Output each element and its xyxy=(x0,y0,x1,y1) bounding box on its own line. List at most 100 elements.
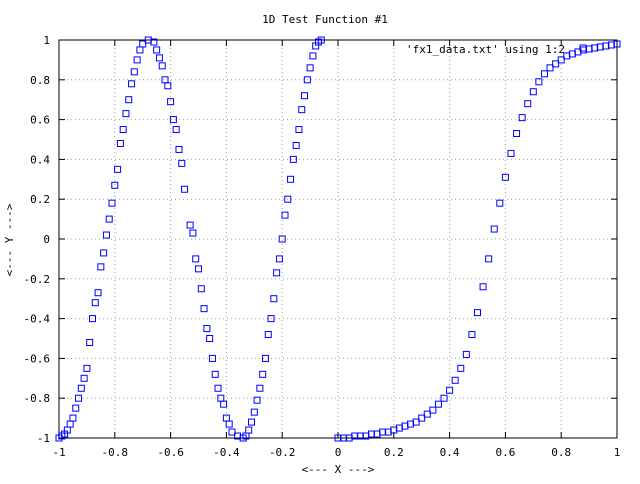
data-point xyxy=(270,295,278,303)
data-point xyxy=(203,325,211,333)
y-tick-label: 0.4 xyxy=(30,153,50,166)
data-point xyxy=(200,305,208,313)
data-point xyxy=(108,199,116,207)
data-point xyxy=(211,370,219,378)
gridlines xyxy=(59,40,617,438)
legend: 'fx1_data.txt' using 1:2 xyxy=(406,43,587,56)
data-point xyxy=(75,394,83,402)
x-tick-label: -0.2 xyxy=(269,446,296,459)
data-point xyxy=(278,235,286,243)
data-point xyxy=(446,386,454,394)
x-tick-label: -1 xyxy=(52,446,65,459)
y-tick-label: -0.2 xyxy=(24,273,51,286)
y-tick-label: -1 xyxy=(37,432,50,445)
data-point xyxy=(434,400,442,408)
data-point xyxy=(181,185,189,193)
data-point xyxy=(306,64,314,72)
data-point xyxy=(178,159,186,167)
data-point xyxy=(535,78,543,86)
data-point xyxy=(496,199,504,207)
data-point xyxy=(418,414,426,422)
data-point xyxy=(259,370,267,378)
data-point xyxy=(451,376,459,384)
data-point xyxy=(206,335,214,342)
data-point xyxy=(423,410,431,418)
data-point xyxy=(72,404,80,412)
axis-ticks: -1 -0.8 -0.6 -0.4 -0.2 0 0.2 0.4 0.6 0.8 1 -1 -0.8 -0… xyxy=(24,34,621,459)
data-point xyxy=(253,396,261,404)
x-tick-label: -0.8 xyxy=(102,446,129,459)
y-axis-label: <--- Y ---> xyxy=(3,203,16,276)
x-tick-label: 0 xyxy=(335,446,342,459)
data-point xyxy=(273,269,281,277)
data-point xyxy=(119,126,127,134)
data-point xyxy=(248,418,256,426)
data-point xyxy=(317,36,325,44)
data-point xyxy=(100,249,108,257)
data-point xyxy=(301,92,309,100)
y-tick-label: 1 xyxy=(43,34,50,47)
data-point xyxy=(197,285,205,293)
data-point xyxy=(158,62,166,70)
data-point xyxy=(133,56,141,64)
data-point xyxy=(309,52,317,60)
data-point xyxy=(80,374,88,382)
x-tick-label: -0.6 xyxy=(157,446,184,459)
plot-frame xyxy=(58,39,618,439)
data-point xyxy=(513,130,521,138)
data-point xyxy=(228,428,236,436)
data-point xyxy=(136,46,144,54)
data-point xyxy=(261,354,269,362)
data-point xyxy=(303,76,311,84)
data-point xyxy=(172,126,180,134)
data-point xyxy=(111,181,119,189)
data-point xyxy=(490,225,498,233)
data-point xyxy=(552,60,560,68)
data-point xyxy=(292,141,300,149)
x-axis-label: <--- X ---> xyxy=(302,463,375,476)
data-point xyxy=(287,175,295,183)
data-point xyxy=(298,106,306,114)
data-point xyxy=(83,364,91,372)
y-tick-label: 0.6 xyxy=(30,114,50,127)
data-point xyxy=(220,400,228,408)
data-point xyxy=(192,255,200,263)
data-point xyxy=(167,98,175,106)
data-point xyxy=(540,70,548,78)
y-tick-label: -0.6 xyxy=(24,352,51,365)
data-point xyxy=(524,100,532,108)
data-point xyxy=(128,80,136,88)
x-tick-label: 0.2 xyxy=(384,446,404,459)
data-point xyxy=(501,173,509,181)
data-point xyxy=(295,126,303,134)
chart-title: 1D Test Function #1 xyxy=(262,13,388,26)
data-point xyxy=(116,139,124,147)
data-point xyxy=(88,315,96,323)
data-point xyxy=(150,38,158,46)
data-point xyxy=(214,384,222,392)
y-tick-label: 0.8 xyxy=(30,74,50,87)
data-point xyxy=(77,384,85,392)
data-point xyxy=(485,255,493,263)
data-point xyxy=(125,96,133,104)
x-tick-label: 1 xyxy=(614,446,621,459)
x-tick-label: -0.4 xyxy=(213,446,240,459)
data-point xyxy=(429,406,437,414)
data-point xyxy=(507,149,515,157)
data-point xyxy=(284,195,292,203)
data-point xyxy=(208,354,216,362)
data-point xyxy=(518,114,526,122)
data-point xyxy=(66,420,74,428)
data-point xyxy=(195,265,202,273)
data-point xyxy=(186,221,194,229)
data-point xyxy=(122,110,130,118)
data-point xyxy=(529,88,537,96)
data-point xyxy=(412,418,420,426)
y-tick-label: -0.8 xyxy=(24,392,51,405)
data-point xyxy=(217,394,225,402)
data-point xyxy=(281,211,289,219)
data-point xyxy=(264,331,272,339)
data-point xyxy=(175,145,183,153)
